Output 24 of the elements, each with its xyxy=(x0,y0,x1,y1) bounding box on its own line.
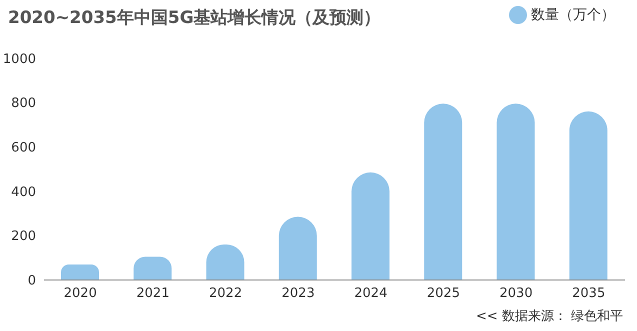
x-tick-label: 2035 xyxy=(572,286,606,302)
x-tick-label: 2023 xyxy=(282,286,315,302)
y-tick-label: 400 xyxy=(11,184,36,200)
y-tick-label: 200 xyxy=(11,229,36,244)
legend-label: 数量（万个） xyxy=(531,7,615,23)
x-tick-label: 2021 xyxy=(136,286,170,302)
y-tick-label: 600 xyxy=(11,140,36,156)
bar xyxy=(569,111,608,280)
y-tick-label: 0 xyxy=(28,274,36,289)
x-tick-label: 2030 xyxy=(500,286,533,302)
chart-title: 2020~2035年中国5G基站增长情况（及预测） xyxy=(8,7,381,29)
bar xyxy=(352,172,390,280)
bar xyxy=(424,104,462,280)
bar xyxy=(496,104,535,280)
x-tick-label: 2025 xyxy=(426,286,460,302)
x-tick-label: 2022 xyxy=(209,286,242,302)
text: << 数据来源： 绿色和平 xyxy=(476,308,623,325)
bar xyxy=(61,264,99,280)
y-tick-label: 800 xyxy=(11,96,36,112)
y-tick-label: 1000 xyxy=(2,52,36,67)
x-tick-label: 2020 xyxy=(64,286,97,302)
bar xyxy=(134,256,172,280)
bar xyxy=(278,216,317,280)
x-tick-label: 2024 xyxy=(354,286,388,302)
